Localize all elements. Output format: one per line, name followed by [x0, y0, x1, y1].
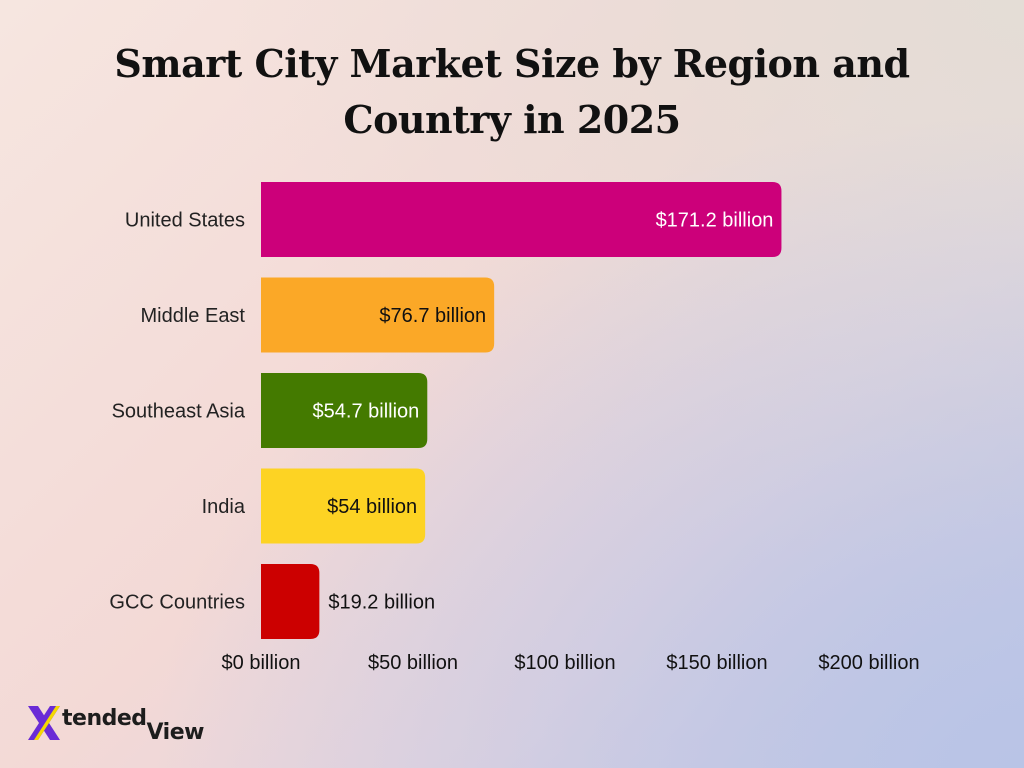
bar	[261, 182, 782, 257]
x-tick-label: $50 billion	[368, 652, 458, 674]
labels-group: United States $171.2 billion Middle East $7…	[109, 210, 773, 614]
x-tick-label: $150 billion	[666, 652, 767, 674]
bar-chart: United States $171.2 billion Middle East $7…	[109, 182, 920, 674]
bars-group	[261, 182, 782, 639]
bar	[261, 468, 426, 544]
value-label: $171.2 billion	[656, 210, 774, 232]
value-label: $54 billion	[327, 496, 417, 518]
x-axis-ticks: $0 billion $50 billion $100 billion $150 bi…	[222, 652, 920, 674]
x-tick-label: $100 billion	[514, 652, 615, 674]
value-label: $54.7 billion	[313, 401, 420, 423]
bar	[261, 564, 320, 639]
value-label: $76.7 billion	[379, 305, 486, 327]
x-tick-label: $0 billion	[222, 652, 301, 674]
bar	[261, 277, 495, 353]
category-label: GCC Countries	[109, 592, 245, 614]
logo-wordmark: tendedView	[62, 708, 205, 745]
page-title: Smart City Market Size by Region and Cou…	[114, 41, 910, 142]
logo-word-2: View	[146, 720, 205, 745]
brand-logo: tendedView	[26, 702, 205, 745]
category-label: Southeast Asia	[112, 401, 246, 423]
x-logo-icon	[28, 706, 60, 740]
bar	[261, 373, 428, 448]
category-label: United States	[125, 210, 245, 232]
x-tick-label: $200 billion	[818, 652, 919, 674]
category-label: India	[202, 496, 246, 518]
category-label: Middle East	[141, 305, 246, 327]
logo-word-1: tended	[62, 706, 147, 731]
value-label: $19.2 billion	[328, 592, 435, 614]
